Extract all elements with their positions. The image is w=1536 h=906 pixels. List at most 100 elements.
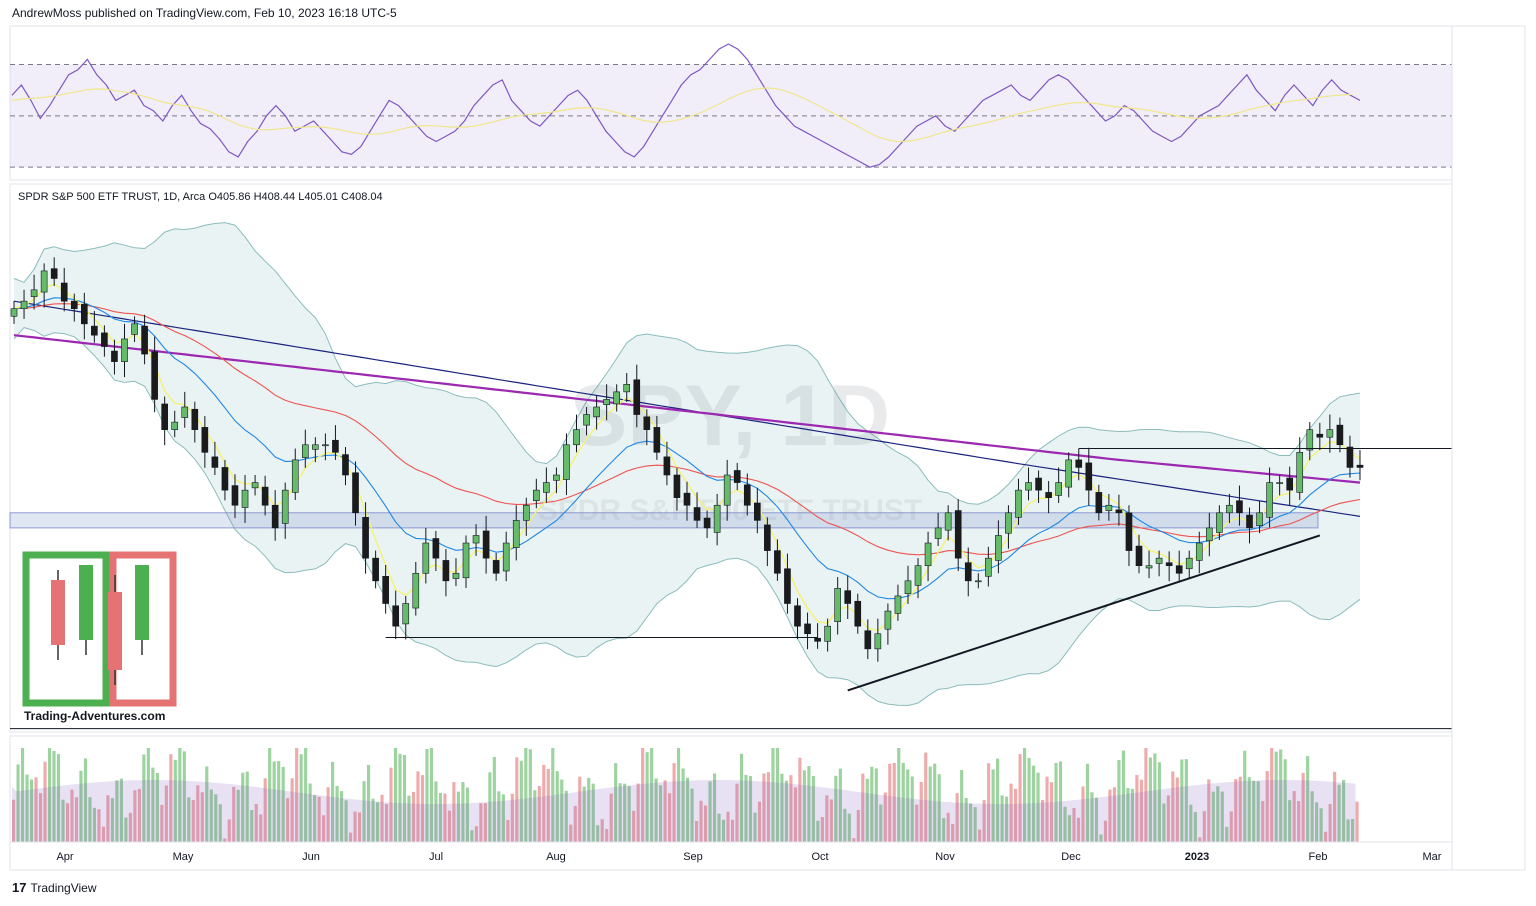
volume-bar xyxy=(591,783,595,842)
volume-bar xyxy=(825,795,829,842)
candle-body xyxy=(332,439,339,453)
volume-bar xyxy=(870,766,874,842)
candle-body xyxy=(985,557,992,577)
candle xyxy=(131,316,138,342)
volume-bar xyxy=(218,804,222,842)
volume-bar xyxy=(1067,815,1072,842)
logo-candle-body xyxy=(108,592,122,670)
volume-bar xyxy=(937,774,941,842)
candle xyxy=(342,447,349,486)
volume-bar xyxy=(735,783,739,842)
volume-bar xyxy=(537,785,541,842)
candle-body xyxy=(131,323,138,335)
candle xyxy=(764,517,771,567)
volume-bar xyxy=(865,778,869,842)
volume-bar xyxy=(1018,754,1022,842)
candle-body xyxy=(422,542,430,574)
volume-bar xyxy=(1225,826,1229,842)
logo-candle-body xyxy=(79,565,93,640)
volume-bar xyxy=(209,789,213,842)
logo-green-frame xyxy=(22,551,110,707)
volume-bar xyxy=(1346,819,1350,842)
candle-body xyxy=(362,517,369,559)
volume-bar xyxy=(1121,750,1125,842)
volume-bar xyxy=(142,754,146,842)
candle xyxy=(1296,437,1304,500)
candle-body xyxy=(844,590,852,604)
volume-bar xyxy=(793,787,797,842)
candle-body xyxy=(1035,477,1042,491)
volume-bar xyxy=(636,783,640,842)
volume-bar xyxy=(1153,753,1157,842)
volume-bar xyxy=(1014,788,1018,842)
candle xyxy=(995,520,1002,574)
candle-body xyxy=(1175,565,1183,574)
volume-bar xyxy=(326,787,330,842)
volume-bar xyxy=(456,791,460,842)
volume-bar xyxy=(286,798,290,842)
candle xyxy=(1356,450,1364,481)
volume-bar xyxy=(969,803,973,842)
candle-body xyxy=(1246,514,1253,529)
candle-body xyxy=(824,625,831,642)
candle-body xyxy=(784,568,791,604)
volume-bar xyxy=(1301,772,1305,842)
volume-bar xyxy=(672,763,676,842)
volume-bar xyxy=(973,807,977,842)
candle-body xyxy=(70,300,78,310)
volume-bar xyxy=(205,766,209,842)
volume-bar xyxy=(1202,811,1206,842)
volume-bar xyxy=(1180,759,1184,842)
volume-bar xyxy=(1130,788,1134,842)
volume-bar xyxy=(506,820,510,842)
candle-body xyxy=(1216,512,1223,533)
tradingview-logo-icon: 17 xyxy=(12,880,27,895)
candle xyxy=(161,396,168,446)
candle xyxy=(1065,452,1073,498)
candle xyxy=(251,475,259,496)
volume-bar xyxy=(964,797,968,842)
volume-bar xyxy=(115,780,119,842)
volume-bar xyxy=(789,775,793,842)
footer-brand[interactable]: TradingView xyxy=(30,880,97,895)
candle xyxy=(653,416,661,460)
volume-bar xyxy=(340,791,344,842)
candle xyxy=(40,263,48,308)
candle xyxy=(10,301,18,324)
candle-body xyxy=(1316,433,1324,438)
volume-bar xyxy=(88,797,92,842)
volume-bar xyxy=(1023,748,1027,842)
candle-body xyxy=(231,485,239,506)
rsi-line xyxy=(11,43,1361,168)
volume-bar xyxy=(784,780,788,842)
volume-bar xyxy=(128,812,132,842)
candle-body xyxy=(864,630,872,650)
volume-bar xyxy=(632,810,636,842)
candle xyxy=(804,612,811,650)
volume-bar xyxy=(762,773,766,842)
volume-bar xyxy=(892,762,896,842)
candle-body xyxy=(1145,565,1153,569)
candle xyxy=(944,505,952,541)
volume-bar xyxy=(1270,748,1274,842)
volume-bar xyxy=(1256,781,1260,842)
volume-bar xyxy=(488,772,492,842)
candle-body xyxy=(1206,527,1213,542)
candle xyxy=(1125,505,1133,567)
candle xyxy=(171,410,179,438)
volume-bar xyxy=(1009,783,1013,842)
volume-bar xyxy=(726,811,730,842)
volume-bar xyxy=(353,811,357,842)
candle xyxy=(502,531,510,582)
candle xyxy=(723,459,731,521)
candle xyxy=(492,552,500,581)
volume-bar xyxy=(384,804,389,842)
month-label: Jun xyxy=(302,851,320,863)
candle-body xyxy=(1155,557,1163,564)
candle xyxy=(1336,417,1344,453)
volume-bar xyxy=(393,748,398,842)
volume-bar xyxy=(375,802,380,842)
candle-body xyxy=(794,605,801,627)
volume-bar xyxy=(1072,808,1076,842)
